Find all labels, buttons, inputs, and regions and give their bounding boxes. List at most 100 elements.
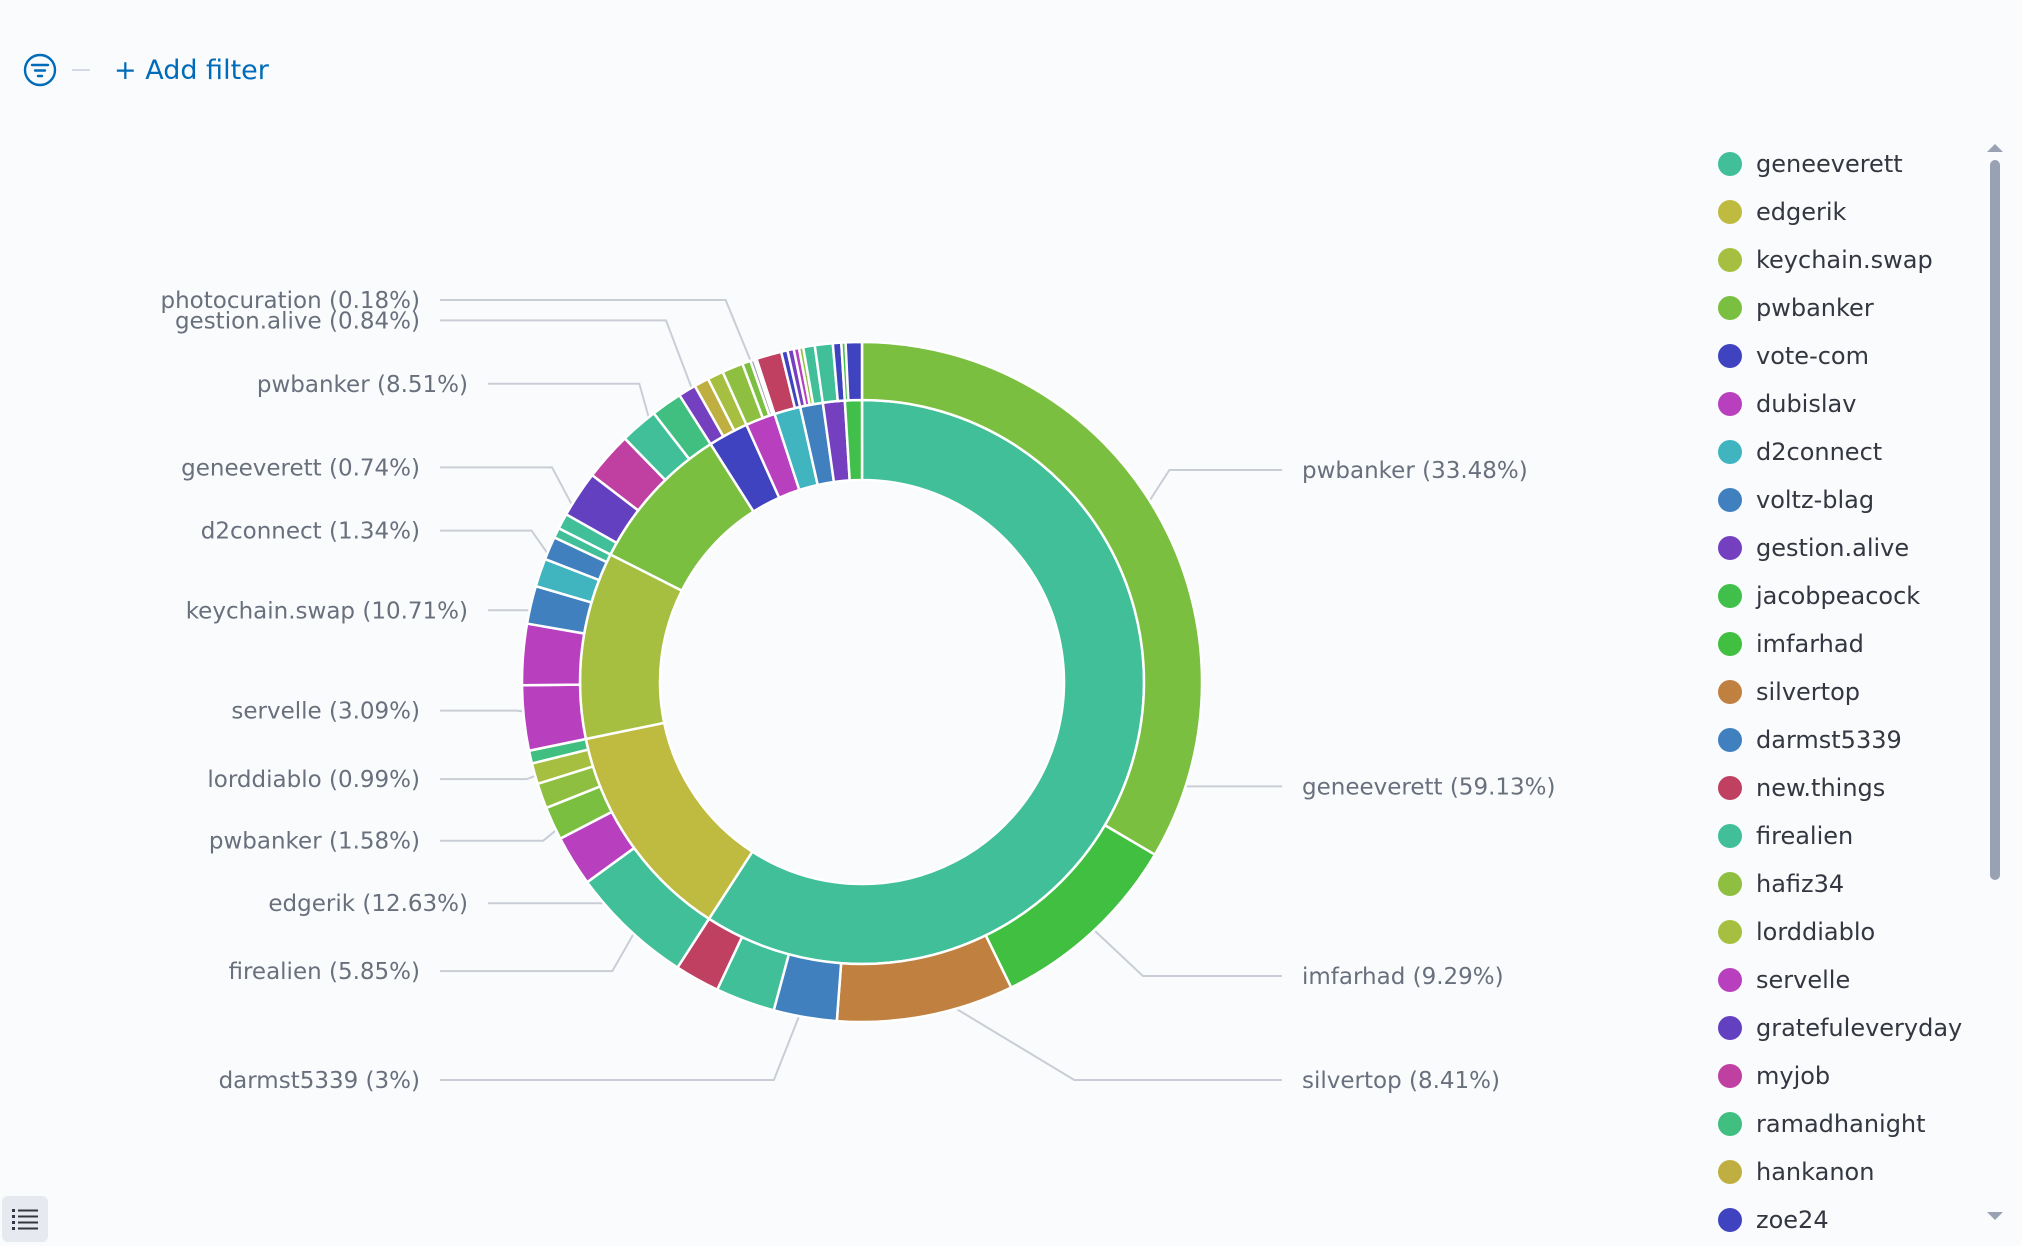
scroll-down-arrow-icon[interactable]: [1987, 1212, 2003, 1220]
legend-color-swatch: [1718, 584, 1742, 608]
legend-item[interactable]: d2connect: [1718, 428, 1968, 476]
legend-color-swatch: [1718, 392, 1742, 416]
legend-label: vote-com: [1756, 342, 1869, 370]
label-leader-line: [440, 988, 811, 1081]
legend-label: dubislav: [1756, 390, 1857, 418]
legend-item[interactable]: servelle: [1718, 956, 1968, 1004]
legend-color-swatch: [1718, 776, 1742, 800]
legend-item[interactable]: geneeverett: [1718, 140, 1968, 188]
legend-item[interactable]: voltz-blag: [1718, 476, 1968, 524]
legend-color-swatch: [1718, 1112, 1742, 1136]
scroll-up-arrow-icon[interactable]: [1987, 144, 2003, 152]
legend-color-swatch: [1718, 152, 1742, 176]
legend-item[interactable]: myjob: [1718, 1052, 1968, 1100]
legend-label: lorddiablo: [1756, 918, 1876, 946]
legend-label: imfarhad: [1756, 630, 1864, 658]
legend-label: zoe24: [1756, 1206, 1829, 1234]
legend-label: d2connect: [1756, 438, 1883, 466]
legend-color-swatch: [1718, 200, 1742, 224]
legend-label: myjob: [1756, 1062, 1831, 1090]
legend-scroll-thumb[interactable]: [1990, 160, 2000, 880]
outer-ring: [520, 340, 1204, 1024]
legend-item[interactable]: pwbanker: [1718, 284, 1968, 332]
outer-slice[interactable]: [520, 683, 588, 753]
legend-item[interactable]: zoe24: [1718, 1196, 1968, 1244]
slice-label: pwbanker (1.58%): [209, 829, 420, 855]
legend-item[interactable]: hankanon: [1718, 1148, 1968, 1196]
legend-label: silvertop: [1756, 678, 1861, 706]
list-icon: [12, 1209, 38, 1230]
slice-label: pwbanker (33.48%): [1302, 458, 1528, 484]
legend-color-swatch: [1718, 920, 1742, 944]
legend-color-swatch: [1718, 344, 1742, 368]
legend-label: edgerik: [1756, 198, 1847, 226]
legend: geneeverett edgerik keychain.swap pwbanker v…: [1718, 140, 1968, 1244]
label-leader-line: [440, 319, 703, 416]
slice-label: geneeverett (59.13%): [1302, 774, 1555, 800]
legend-label: firealien: [1756, 822, 1854, 850]
slice-label: photocuration (0.18%): [161, 288, 421, 314]
slice-label: geneeverett (0.74%): [181, 455, 420, 481]
legend-label: pwbanker: [1756, 294, 1874, 322]
legend-color-swatch: [1718, 1208, 1742, 1232]
legend-item[interactable]: darmst5339: [1718, 716, 1968, 764]
legend-item[interactable]: gratefuleveryday: [1718, 1004, 1968, 1052]
slice-labels: pwbanker (33.48%) geneeverett (59.13%) imf…: [161, 288, 1556, 1094]
outer-slice[interactable]: [844, 340, 864, 402]
legend-color-swatch: [1718, 632, 1742, 656]
legend-item[interactable]: firealien: [1718, 812, 1968, 860]
legend-label: darmst5339: [1756, 726, 1902, 754]
legend-color-swatch: [1718, 968, 1742, 992]
legend-color-swatch: [1718, 440, 1742, 464]
legend-label: new.things: [1756, 774, 1886, 802]
slice-label: silvertop (8.41%): [1302, 1068, 1500, 1094]
legend-item[interactable]: edgerik: [1718, 188, 1968, 236]
legend-item[interactable]: jacobpeacock: [1718, 572, 1968, 620]
legend-item[interactable]: new.things: [1718, 764, 1968, 812]
donut-chart: pwbanker (33.48%) geneeverett (59.13%) imf…: [161, 288, 1556, 1094]
slice-label: darmst5339 (3%): [219, 1068, 420, 1094]
legend-color-swatch: [1718, 248, 1742, 272]
legend-item[interactable]: gestion.alive: [1718, 524, 1968, 572]
slice-label: edgerik (12.63%): [268, 891, 468, 917]
legend-label: voltz-blag: [1756, 486, 1875, 514]
legend-color-swatch: [1718, 872, 1742, 896]
slice-label: servelle (3.09%): [231, 699, 420, 725]
legend-item[interactable]: imfarhad: [1718, 620, 1968, 668]
legend-color-swatch: [1718, 680, 1742, 704]
legend-item[interactable]: vote-com: [1718, 332, 1968, 380]
legend-label: hafiz34: [1756, 870, 1845, 898]
legend-item[interactable]: lorddiablo: [1718, 908, 1968, 956]
legend-item[interactable]: silvertop: [1718, 668, 1968, 716]
slice-label: imfarhad (9.29%): [1302, 964, 1504, 990]
filter-icon[interactable]: [22, 52, 58, 88]
legend-item[interactable]: ramadhanight: [1718, 1100, 1968, 1148]
legend-item[interactable]: dubislav: [1718, 380, 1968, 428]
label-leader-line: [440, 299, 763, 389]
slice-label: keychain.swap (10.71%): [186, 598, 468, 624]
legend-item[interactable]: keychain.swap: [1718, 236, 1968, 284]
legend-color-swatch: [1718, 1016, 1742, 1040]
filter-bar: + Add filter: [22, 52, 269, 88]
legend-color-swatch: [1718, 296, 1742, 320]
legend-color-swatch: [1718, 536, 1742, 560]
legend-color-swatch: [1718, 1160, 1742, 1184]
legend-label: geneeverett: [1756, 150, 1903, 178]
legend-color-swatch: [1718, 488, 1742, 512]
filter-divider: [72, 69, 90, 71]
slice-label: d2connect (1.34%): [201, 519, 420, 545]
slice-label: gestion.alive (0.84%): [175, 308, 420, 334]
legend-label: servelle: [1756, 966, 1851, 994]
legend-item[interactable]: hafiz34: [1718, 860, 1968, 908]
legend-label: gestion.alive: [1756, 534, 1910, 562]
slice-label: lorddiablo (0.99%): [207, 767, 420, 793]
slice-label: pwbanker (8.51%): [257, 372, 468, 398]
legend-label: jacobpeacock: [1756, 582, 1921, 610]
legend-toggle-button[interactable]: [2, 1196, 48, 1242]
inner-ring: [578, 398, 1146, 966]
legend-color-swatch: [1718, 824, 1742, 848]
label-leader-line: [920, 986, 1282, 1081]
slice-label: firealien (5.85%): [228, 959, 420, 985]
legend-label: ramadhanight: [1756, 1110, 1926, 1138]
add-filter-button[interactable]: + Add filter: [114, 54, 269, 86]
